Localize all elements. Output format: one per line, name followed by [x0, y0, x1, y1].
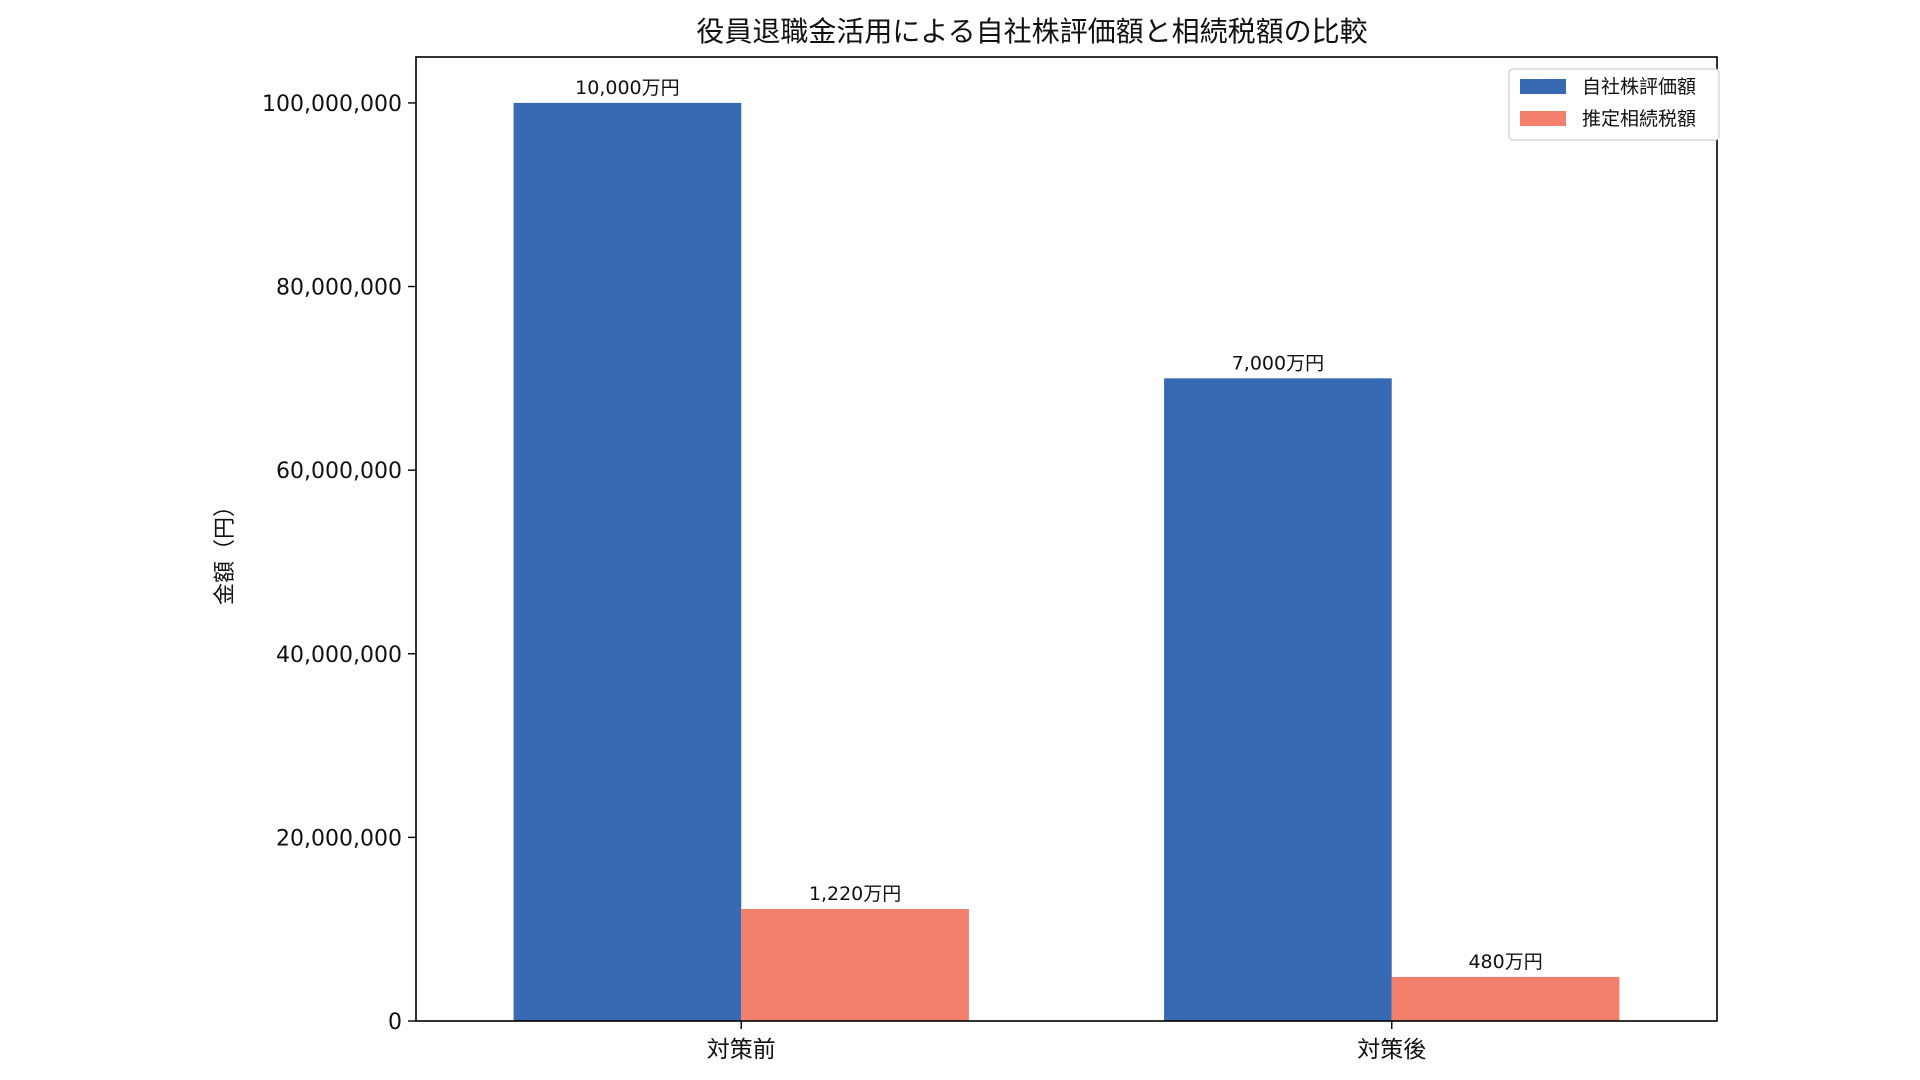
- bar-value-label: 7,000万円: [1232, 352, 1324, 374]
- bar-series-1-対策後: [1164, 378, 1392, 1021]
- bar-series-2-対策後: [1391, 976, 1620, 1021]
- y-tick-label: 0: [388, 1010, 402, 1035]
- y-tick-label: 60,000,000: [276, 459, 402, 484]
- legend-swatch-series-1: [1520, 79, 1566, 94]
- bars-layer: [513, 102, 1620, 1021]
- y-tick-label: 40,000,000: [276, 643, 402, 668]
- legend-label-series-2: 推定相続税額: [1582, 108, 1696, 130]
- legend-label-series-1: 自社株評価額: [1582, 76, 1696, 98]
- y-tick-label: 20,000,000: [276, 826, 402, 851]
- x-axis: 対策前 対策後: [707, 1021, 1426, 1063]
- x-tick-label: 対策前: [707, 1037, 776, 1063]
- plot-area-frame: [415, 56, 1718, 1022]
- bar-series-1-対策前: [513, 102, 742, 1021]
- y-tick-label: 100,000,000: [262, 92, 402, 117]
- y-axis: 0 20,000,000 40,000,000 60,000,000 80,000,00…: [262, 92, 416, 1035]
- bar-value-label: 10,000万円: [575, 77, 679, 99]
- bar-series-2-対策前: [741, 908, 969, 1021]
- y-axis-label: 金額（円）: [213, 495, 238, 605]
- bar-value-label: 1,220万円: [809, 883, 901, 905]
- x-tick-label: 対策後: [1357, 1037, 1426, 1063]
- chart-title: 役員退職金活用による自社株評価額と相続税額の比較: [696, 15, 1367, 48]
- bar-value-label: 480万円: [1468, 951, 1542, 973]
- legend-swatch-series-2: [1520, 111, 1566, 126]
- y-tick-label: 80,000,000: [276, 276, 402, 301]
- legend: 自社株評価額 推定相続税額: [1508, 68, 1720, 141]
- data-labels-layer: 10,000万円 1,220万円 7,000万円 480万円: [575, 77, 1543, 973]
